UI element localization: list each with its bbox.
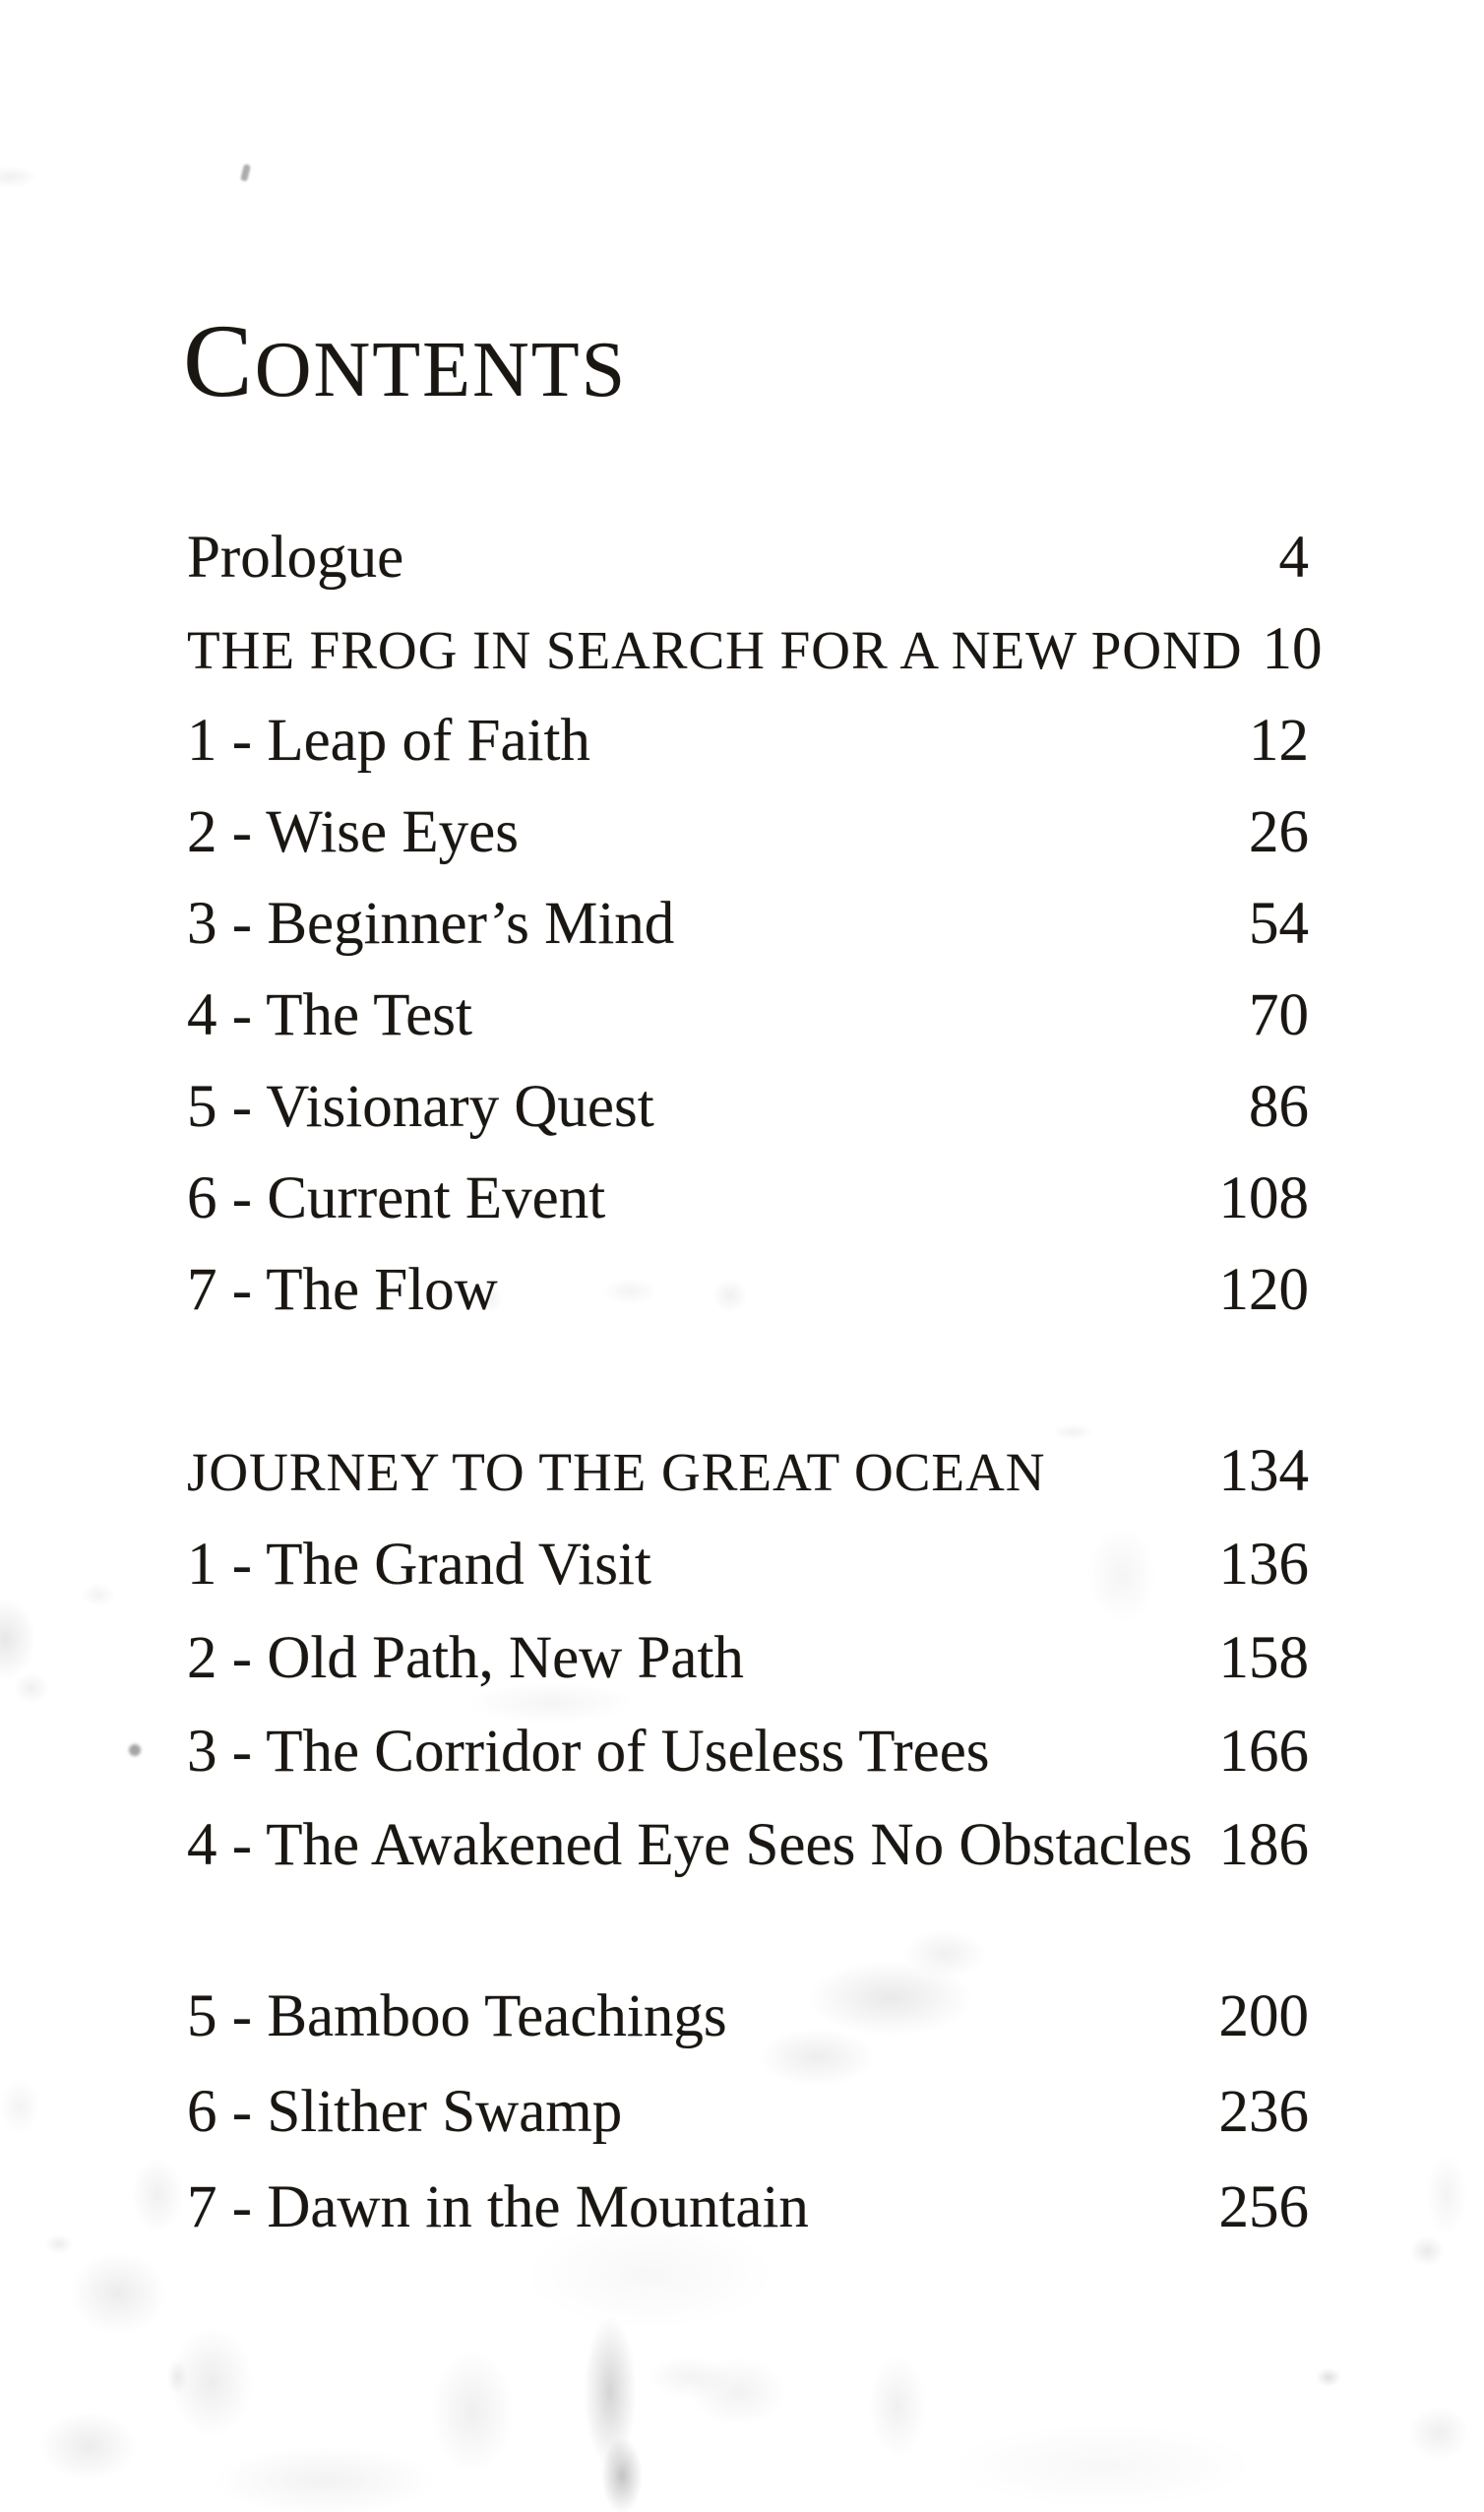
toc-page-number: 136: [1218, 1532, 1310, 1598]
toc-group: 5 - Bamboo Teachings 200 6 - Slither Swa…: [187, 1969, 1309, 2255]
toc-page-number: 236: [1218, 2079, 1310, 2145]
toc-page-number: 54: [1249, 891, 1309, 957]
toc-item-label: Prologue: [187, 525, 404, 591]
toc-page-number: 166: [1218, 1719, 1310, 1785]
toc-row: 2 - Wise Eyes 26: [187, 786, 1309, 878]
toc-item-label: 6 - Slither Swamp: [187, 2079, 623, 2145]
toc-page-number: 86: [1249, 1074, 1309, 1140]
toc-item-label: 1 - The Grand Visit: [187, 1532, 651, 1598]
toc-item-label: 7 - The Flow: [187, 1257, 498, 1323]
toc-row: 4 - The Test 70: [187, 970, 1309, 1061]
toc-page-number: 70: [1249, 982, 1309, 1048]
toc-page-number: 26: [1249, 799, 1309, 865]
toc-row: 3 - Beginner’s Mind 54: [187, 878, 1309, 970]
toc-row: 7 - The Flow 120: [187, 1244, 1309, 1336]
toc-page-number: 120: [1218, 1257, 1310, 1323]
toc-group: JOURNEY TO THE GREAT OCEAN 134 1 - The G…: [187, 1424, 1309, 1892]
toc-item-label: 3 - Beginner’s Mind: [187, 891, 675, 957]
toc-item-label: 4 - The Awakened Eye Sees No Obstacles: [187, 1812, 1193, 1878]
page-title: CONTENTS: [183, 309, 627, 413]
table-of-contents: Prologue 4 THE FROG IN SEARCH FOR A NEW …: [187, 512, 1323, 2255]
toc-row-section-heading: THE FROG IN SEARCH FOR A NEW POND 10: [187, 603, 1323, 695]
toc-item-label: 6 - Current Event: [187, 1165, 606, 1231]
toc-item-label: 1 - Leap of Faith: [187, 708, 590, 774]
toc-item-label: 5 - Bamboo Teachings: [187, 1983, 727, 2049]
toc-row: 2 - Old Path, New Path 158: [187, 1611, 1309, 1705]
toc-page-number: 200: [1218, 1983, 1310, 2049]
toc-page-number: 186: [1218, 1812, 1310, 1878]
toc-item-label: THE FROG IN SEARCH FOR A NEW POND: [187, 620, 1243, 680]
toc-page-number: 12: [1249, 708, 1309, 774]
page-title-initial: C: [183, 303, 255, 418]
toc-row: 1 - Leap of Faith 12: [187, 695, 1309, 786]
toc-page-number: 4: [1278, 525, 1310, 591]
toc-item-label: 4 - The Test: [187, 982, 472, 1048]
toc-item-label: 5 - Visionary Quest: [187, 1074, 654, 1140]
toc-item-label: 2 - Wise Eyes: [187, 799, 519, 865]
toc-item-label: 2 - Old Path, New Path: [187, 1625, 744, 1691]
toc-row: 4 - The Awakened Eye Sees No Obstacles 1…: [187, 1798, 1309, 1892]
toc-page-number: 10: [1262, 616, 1323, 682]
toc-item-label: 7 - Dawn in the Mountain: [187, 2174, 809, 2240]
toc-row: 6 - Current Event 108: [187, 1153, 1309, 1244]
toc-page-number: 108: [1218, 1165, 1310, 1231]
toc-row: Prologue 4: [187, 512, 1309, 603]
toc-group: Prologue 4 THE FROG IN SEARCH FOR A NEW …: [187, 512, 1323, 1336]
page-title-rest: ONTENTS: [254, 327, 628, 413]
toc-page-number: 158: [1218, 1625, 1310, 1691]
toc-page-number: 256: [1218, 2174, 1310, 2240]
toc-row: 5 - Visionary Quest 86: [187, 1061, 1309, 1153]
toc-row-section-heading: JOURNEY TO THE GREAT OCEAN 134: [187, 1424, 1309, 1518]
toc-row: 5 - Bamboo Teachings 200: [187, 1969, 1309, 2064]
toc-item-label: 3 - The Corridor of Useless Trees: [187, 1719, 990, 1785]
toc-row: 6 - Slither Swamp 236: [187, 2064, 1309, 2160]
scan-speck: [129, 1744, 141, 1756]
toc-row: 1 - The Grand Visit 136: [187, 1518, 1309, 1611]
toc-row: 3 - The Corridor of Useless Trees 166: [187, 1705, 1309, 1798]
toc-page-number: 134: [1218, 1438, 1310, 1504]
toc-item-label: JOURNEY TO THE GREAT OCEAN: [187, 1442, 1046, 1502]
scan-speck: [240, 163, 251, 182]
toc-row: 7 - Dawn in the Mountain 256: [187, 2160, 1309, 2255]
